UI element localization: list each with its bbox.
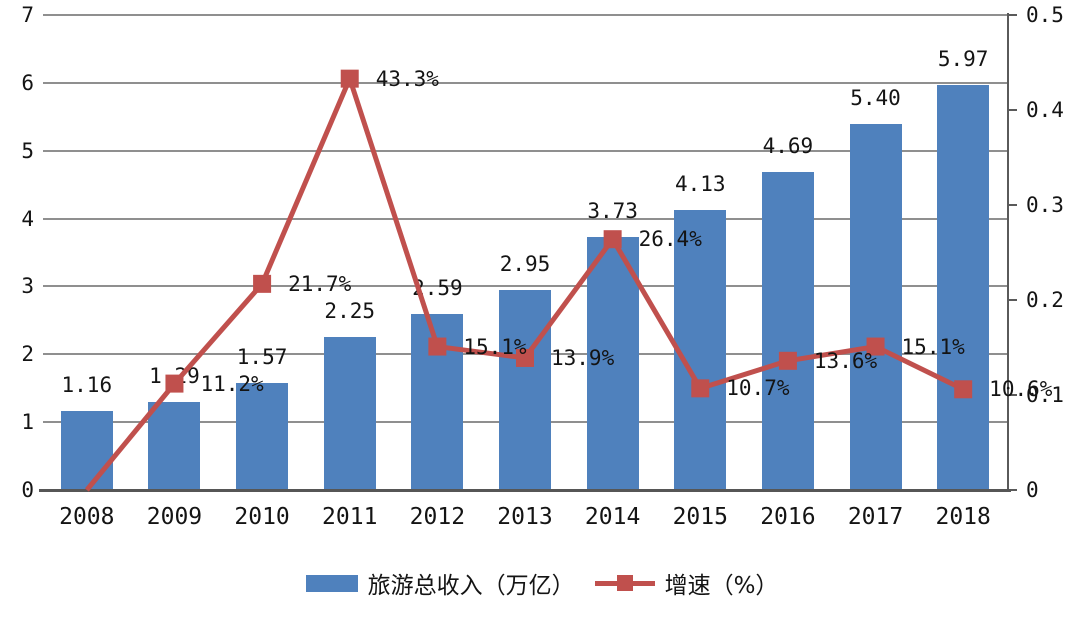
right-axis-tick: [1007, 394, 1017, 396]
right-axis-tick-label: 0.3: [1026, 193, 1064, 217]
right-axis-tick-label: 0: [1026, 478, 1039, 502]
bar-value-label: 2.59: [412, 276, 463, 301]
bar-value-label: 1.16: [61, 373, 113, 398]
line-value-label: 21.7%: [288, 271, 352, 296]
right-axis-tick: [1007, 204, 1017, 206]
bar-value-label: 5.97: [937, 46, 989, 71]
bar: [937, 84, 990, 490]
bar: [674, 209, 727, 490]
legend-item-growth: 增速（%）: [594, 566, 779, 600]
bar: [411, 314, 464, 490]
right-axis-tick-label: 0.5: [1026, 3, 1064, 27]
x-axis-category-label: 2009: [146, 504, 203, 530]
line-value-label: 15.1%: [901, 334, 965, 359]
right-axis-tick-label: 0.2: [1026, 288, 1064, 312]
line-value-label: 10.7%: [726, 376, 790, 401]
left-axis-tick-label: 6: [21, 70, 34, 95]
right-axis-tick: [1007, 299, 1017, 301]
right-axis-line: [1007, 13, 1009, 492]
x-axis-category-label: 2017: [847, 504, 904, 530]
line-value-label: 13.6%: [813, 348, 878, 373]
line-value-label: 11.2%: [200, 371, 264, 396]
bar: [60, 411, 113, 490]
left-axis-tick-label: 2: [21, 342, 34, 367]
legend-line-swatch-icon: [594, 575, 655, 591]
bar: [761, 171, 814, 490]
x-axis-category-label: 2012: [409, 504, 466, 530]
line-value-label: 10.6%: [989, 377, 1053, 402]
x-axis-line: [39, 489, 1011, 492]
left-axis-tick-label: 5: [21, 138, 34, 163]
bar-value-label: 2.25: [324, 299, 376, 324]
legend-square-marker-icon: [616, 575, 633, 591]
line-square-marker: [253, 274, 272, 293]
right-axis-tick: [1007, 489, 1017, 491]
bar-value-label: 5.40: [850, 85, 901, 110]
bar: [499, 289, 551, 490]
x-axis-category-label: 2014: [584, 504, 641, 530]
bar-value-label: 1.29: [149, 364, 200, 389]
right-axis-tick-label: 0.1: [1026, 383, 1064, 407]
bar: [849, 123, 902, 490]
line-value-label: 43.3%: [375, 66, 439, 91]
left-axis-tick-label: 0: [21, 478, 34, 502]
x-axis-category-label: 2011: [322, 504, 378, 530]
line-square-marker: [340, 69, 359, 88]
bar: [323, 337, 376, 490]
x-axis-category-label: 2018: [935, 504, 991, 530]
bar-value-label: 4.69: [762, 133, 814, 158]
legend-label-growth: 增速（%）: [664, 573, 779, 599]
bar-value-label: 3.73: [587, 198, 638, 223]
x-axis-category-label: 2008: [59, 504, 115, 530]
right-axis-tick: [1007, 109, 1017, 111]
x-axis-category-label: 2010: [234, 504, 290, 530]
line-value-label: 13.9%: [551, 345, 615, 370]
right-axis-tick: [1007, 14, 1017, 16]
left-axis-tick-label: 3: [21, 274, 34, 299]
bar-value-label: 4.13: [674, 171, 726, 196]
left-axis-tick-label: 1: [21, 410, 34, 435]
gridline: [43, 14, 1007, 16]
x-axis-category-label: 2016: [760, 504, 816, 530]
gridline: [43, 81, 1007, 84]
legend-item-revenue: 旅游总收入（万亿）: [305, 566, 575, 600]
bar: [236, 383, 289, 490]
line-value-label: 26.4%: [638, 227, 702, 252]
left-axis-tick-label: 4: [21, 206, 34, 231]
right-axis-tick-label: 0.4: [1026, 98, 1064, 122]
bar-value-label: 2.95: [499, 251, 551, 276]
bar: [148, 402, 201, 490]
legend: 旅游总收入（万亿） 增速（%）: [0, 564, 1084, 602]
x-axis-category-label: 2015: [672, 504, 728, 530]
left-axis-tick-label: 7: [21, 3, 34, 27]
legend-label-revenue: 旅游总收入（万亿）: [367, 573, 575, 599]
bar-value-label: 1.57: [236, 345, 288, 370]
line-value-label: 15.1%: [463, 334, 527, 359]
x-axis-category-label: 2013: [497, 504, 553, 530]
legend-bar-swatch-icon: [305, 574, 358, 592]
